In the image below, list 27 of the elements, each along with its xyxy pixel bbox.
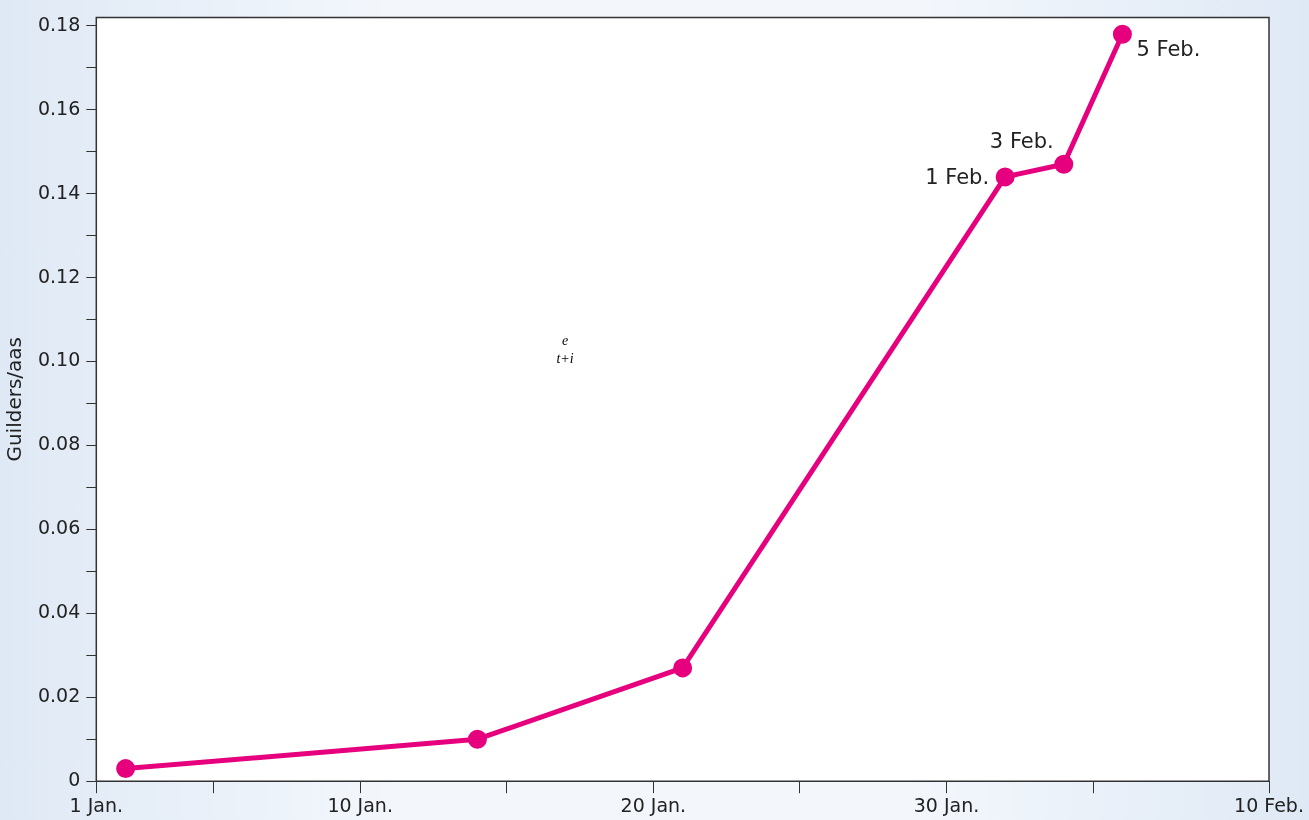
y-tick-label: 0.02 [37, 684, 81, 707]
annotation: e [560, 332, 570, 350]
point [116, 759, 136, 779]
y-tick-label: 0.08 [37, 432, 81, 455]
x-tick-label: 30 Jan. [913, 793, 980, 816]
annotation: 1 Feb. [925, 165, 990, 190]
y-axis-title: Guilders/aas [2, 337, 27, 462]
y-tick-label: 0.04 [37, 600, 81, 623]
x-tick-label: 20 Jan. [620, 793, 687, 816]
point [1112, 24, 1132, 44]
annotation: 5 Feb. [1136, 36, 1201, 61]
y-tick-label: 0.06 [37, 516, 81, 539]
y-tick-label: 0 [68, 768, 81, 791]
annotation: 3 Feb. [989, 128, 1054, 153]
x-tick-label: 10 Feb. [1234, 793, 1304, 816]
y-tick-label: 0.18 [37, 12, 81, 35]
y-tick-label: 0.16 [37, 96, 81, 119]
point [1054, 154, 1074, 174]
y-tick-label: 0.10 [37, 348, 81, 371]
annotation: t+i [555, 350, 575, 368]
x-tick-label: 10 Jan. [327, 793, 393, 816]
point [467, 729, 487, 749]
point [673, 658, 693, 678]
y-tick-label: 0.12 [37, 264, 81, 287]
x-tick-label: 1 Jan. [69, 793, 124, 816]
point [995, 167, 1015, 187]
y-tick-label: 0.14 [37, 180, 81, 203]
